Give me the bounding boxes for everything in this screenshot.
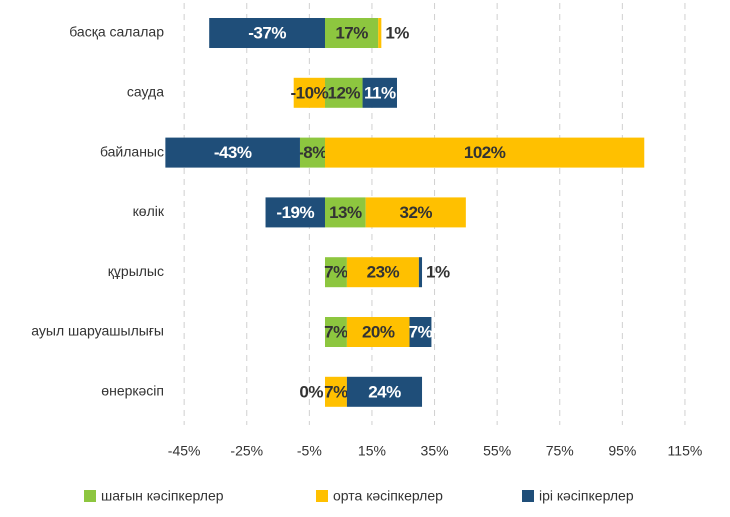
- bar-segment: [325, 18, 379, 48]
- bar-segment: [365, 197, 466, 228]
- bar-segment: [299, 137, 325, 168]
- legend-swatch: [522, 490, 534, 502]
- bar-segment: [378, 18, 382, 48]
- bar-segment: [325, 77, 363, 108]
- category-label: сауда: [127, 84, 164, 100]
- bar-segment: [409, 317, 432, 347]
- value-label: 11%: [364, 83, 396, 102]
- x-tick-label: 15%: [358, 443, 386, 459]
- bar-segment: [325, 137, 645, 168]
- value-label: -37%: [248, 23, 286, 42]
- bar-segment: [346, 317, 410, 347]
- category-label: байланыс: [100, 143, 164, 159]
- value-label: 7%: [409, 322, 433, 341]
- bar-segment: [346, 376, 423, 407]
- legend-label: шағын кәсіпкерлер: [101, 488, 224, 504]
- bar-segment: [325, 257, 347, 288]
- bar-segment: [418, 257, 423, 288]
- value-label: -43%: [214, 143, 252, 162]
- value-label: 24%: [368, 382, 401, 401]
- x-tick-label: 55%: [483, 443, 511, 459]
- category-label: құрылыс: [108, 263, 164, 279]
- category-label: басқа салалар: [69, 24, 164, 40]
- category-label: көлік: [133, 203, 165, 219]
- value-label: 13%: [329, 203, 362, 222]
- x-tick-label: 35%: [421, 443, 449, 459]
- legend-swatch: [316, 490, 328, 502]
- value-label: 0%: [299, 382, 323, 401]
- value-label: -8%: [298, 143, 327, 162]
- value-label: 17%: [335, 23, 368, 42]
- legend-label: орта кәсіпкерлер: [333, 488, 443, 504]
- value-label: 20%: [362, 322, 395, 341]
- x-tick-label: -45%: [168, 443, 201, 459]
- x-tick-label: 95%: [608, 443, 636, 459]
- bar-segment: [209, 18, 325, 48]
- legend-swatch: [84, 490, 96, 502]
- value-label: -10%: [291, 83, 329, 102]
- bar-segment: [325, 376, 347, 407]
- value-label: 23%: [367, 263, 400, 282]
- bar-segment: [265, 197, 325, 228]
- x-tick-label: -25%: [230, 443, 263, 459]
- category-label: өнеркәсіп: [101, 383, 164, 399]
- bar-segment: [293, 77, 325, 108]
- value-label: -19%: [276, 203, 314, 222]
- bar-segment: [362, 77, 397, 108]
- value-label: 12%: [328, 83, 361, 102]
- bar-segment: [346, 257, 419, 288]
- value-label: 7%: [324, 263, 348, 282]
- bar-segment: [165, 137, 300, 168]
- value-label: 1%: [426, 263, 450, 282]
- x-tick-label: -5%: [297, 443, 322, 459]
- x-tick-label: 75%: [546, 443, 574, 459]
- value-label: 7%: [324, 322, 348, 341]
- bar-segment: [325, 317, 347, 347]
- x-tick-label: 115%: [668, 443, 703, 459]
- value-label: 32%: [400, 203, 433, 222]
- value-label: 1%: [385, 23, 409, 42]
- legend-label: ірі кәсіпкерлер: [539, 488, 634, 504]
- value-label: 102%: [464, 143, 506, 162]
- value-label: 7%: [324, 382, 348, 401]
- bar-segment: [325, 197, 366, 228]
- category-label: ауыл шаруашылығы: [31, 323, 164, 339]
